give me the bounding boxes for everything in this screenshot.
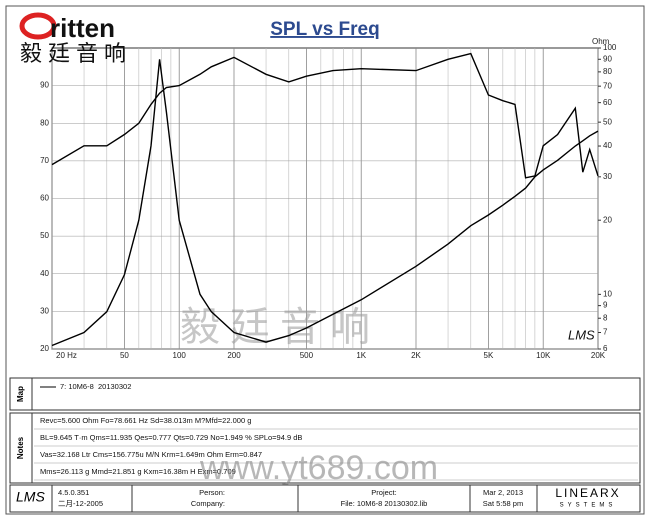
brand-sub: SYSTEMS <box>560 503 617 509</box>
y-tick-label: 40 <box>40 269 49 278</box>
chart-title: SPL vs Freq <box>270 19 379 40</box>
y-tick-label: 90 <box>40 81 49 90</box>
footer-dividers <box>51 485 538 512</box>
y2-tick-label: 10 <box>603 289 612 298</box>
plot-logo: LMS <box>568 327 595 342</box>
series-line <box>51 52 599 179</box>
y-tick-label: 20 <box>40 344 49 353</box>
logo-chinese: 毅廷音响 <box>20 41 132 66</box>
y2-tick-label: 30 <box>603 172 612 181</box>
y2-tick-label: 20 <box>603 215 612 224</box>
y-tick-label: 50 <box>40 231 49 240</box>
note-line: Revc=5.600 Ohm Fo=78.661 Hz Sd=38.013m M… <box>40 416 251 425</box>
note-line: Vas=32.168 Ltr Cms=156.775u M/N Krm=1.64… <box>40 450 262 459</box>
x-tick-label: 1K <box>356 351 366 360</box>
footer <box>9 484 641 513</box>
notes: Revc=5.600 Ohm Fo=78.661 Hz Sd=38.013m M… <box>34 416 638 481</box>
y2-tick-label: 8 <box>603 313 608 322</box>
file: File: 10M6-8 20130302.lib <box>341 499 428 508</box>
map-panel <box>9 377 641 411</box>
y-tick-label: 30 <box>40 306 49 315</box>
x-tick-label: 2K <box>411 351 421 360</box>
note-line: Mms=26.113 g Mmd=21.851 g Kxm=16.38m H E… <box>40 467 236 476</box>
plot <box>51 52 599 347</box>
notes-label: Notes <box>16 436 25 459</box>
company: Company: <box>191 499 225 508</box>
brand: LINEARX <box>555 486 620 500</box>
logo-brand: ritten <box>50 13 115 43</box>
date: Mar 2, 2013 <box>483 488 523 497</box>
grid: 20 Hz 50 100 200 500 1K 2K 5K 10K 20K 20 30 40 50 60 70… <box>40 43 617 360</box>
series-line <box>51 59 599 347</box>
y2-tick-label: 6 <box>603 344 608 353</box>
legend-date: 20130302 <box>98 382 131 391</box>
map-label: Map <box>16 386 25 402</box>
y-tick-label: 60 <box>40 194 49 203</box>
y-tick-label: 80 <box>40 118 49 127</box>
x-tick-label: 100 <box>173 351 187 360</box>
x-tick-label: 20 Hz <box>56 351 77 360</box>
x-tick-label: 50 <box>120 351 129 360</box>
x-tick-label: 5K <box>484 351 494 360</box>
project: Project: <box>371 488 396 497</box>
y2-tick-label: 9 <box>603 301 608 310</box>
y2-tick-label: 7 <box>603 328 608 337</box>
y2-tick-label: 90 <box>603 54 612 63</box>
y2-tick-label: 60 <box>603 98 612 107</box>
x-tick-label: 200 <box>227 351 241 360</box>
y2-tick-label: 80 <box>603 67 612 76</box>
build-date: 二月-12-2005 <box>58 499 103 508</box>
footer-logo: LMS <box>16 489 45 505</box>
y2-tick-label: 40 <box>603 141 612 150</box>
watermark-url: www.yt689.com <box>199 449 438 487</box>
version: 4.5.0.351 <box>58 488 89 497</box>
logo-mark <box>19 12 57 40</box>
note-line: BL=9.645 T·m Qms=11.935 Qes=0.777 Qts=0.… <box>40 433 302 442</box>
x-tick-label: 500 <box>300 351 314 360</box>
y2-tick-label: 100 <box>603 43 617 52</box>
y2-tick-label: 70 <box>603 81 612 90</box>
x-tick-label: 10K <box>536 351 551 360</box>
legend-entry: 7: 10M6-8 <box>60 382 94 391</box>
y2-axis-label: Ohm <box>592 37 610 46</box>
watermark-chinese: 毅廷音响 <box>180 306 380 350</box>
y2-tick-label: 50 <box>603 117 612 126</box>
time: Sat 5:58 pm <box>483 499 523 508</box>
x-tick-label: 20K <box>591 351 606 360</box>
notes-panel <box>9 412 641 484</box>
y-tick-label: 70 <box>40 156 49 165</box>
person: Person: <box>199 488 225 497</box>
